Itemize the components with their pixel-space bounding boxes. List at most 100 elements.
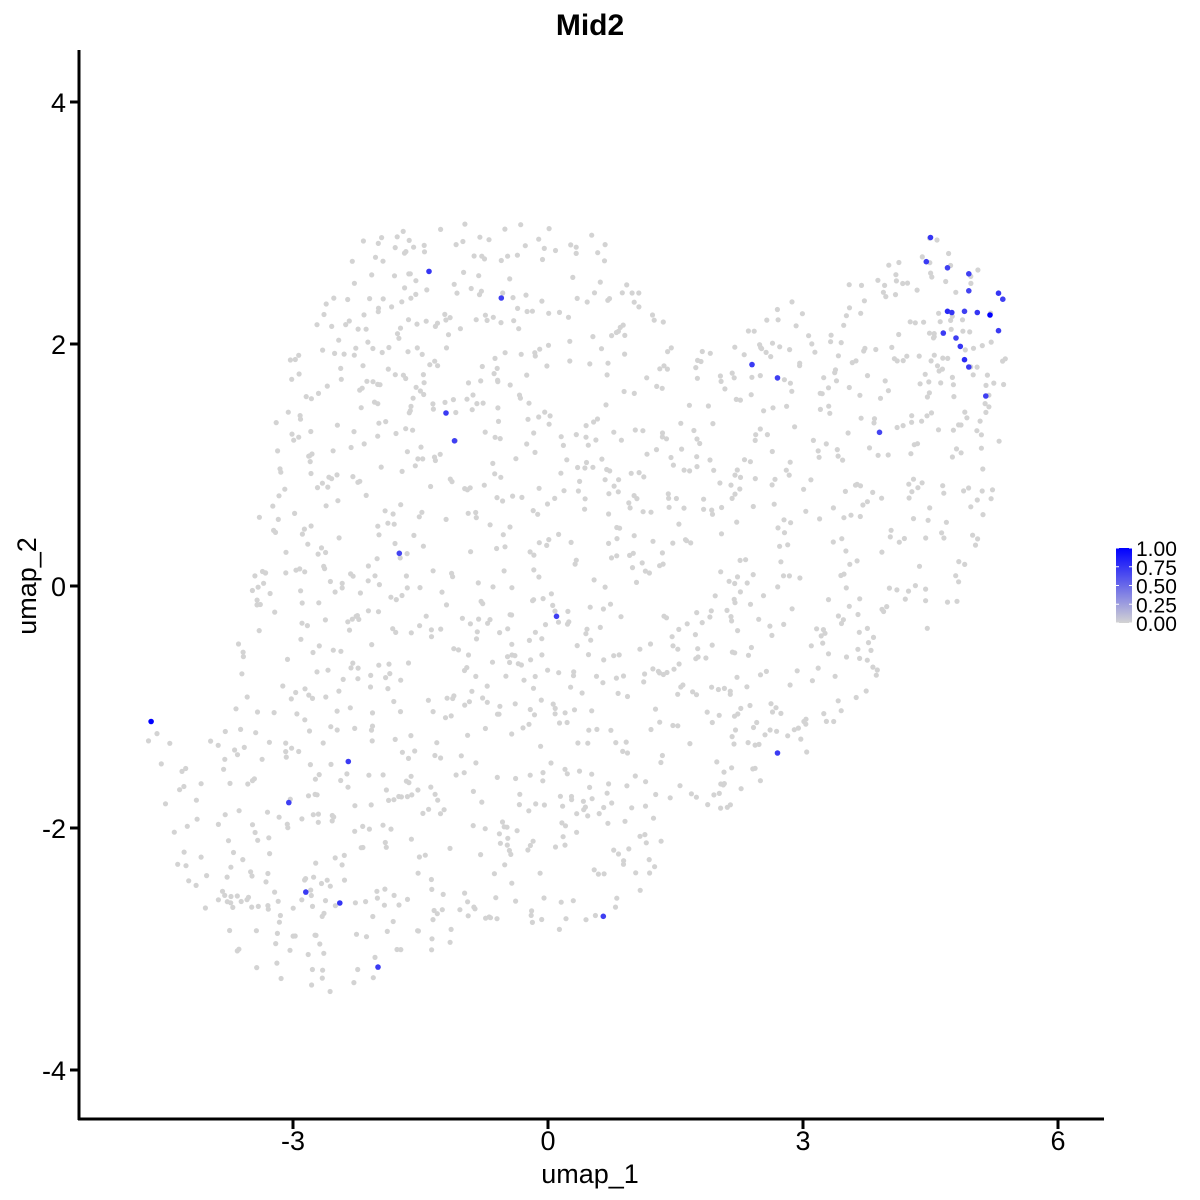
cell-point (542, 409, 548, 415)
cell-point (227, 927, 233, 934)
cell-point (556, 670, 562, 676)
cell-point (675, 723, 681, 729)
cell-point (599, 456, 605, 462)
cell-point (607, 601, 614, 607)
cell-point (575, 488, 582, 494)
cell-point (428, 634, 435, 640)
cell-point (817, 406, 824, 412)
cell-point (462, 890, 468, 896)
cell-point (541, 245, 547, 251)
cell-point (816, 454, 822, 460)
cell-point (528, 657, 534, 663)
cell-point (575, 740, 581, 746)
cell-point (171, 829, 177, 835)
cell-point (307, 762, 313, 768)
cell-point (649, 312, 656, 318)
cell-point (934, 237, 940, 243)
cell-point (451, 646, 457, 652)
cell-point (379, 349, 385, 356)
cell-point (364, 378, 370, 384)
cell-point (749, 374, 755, 380)
cell-point (404, 794, 410, 800)
cell-point (404, 551, 410, 557)
cell-point (958, 450, 964, 456)
cell-point (601, 657, 607, 663)
cell-point (382, 508, 388, 514)
cell-point (568, 684, 574, 690)
cell-point (924, 625, 930, 631)
cell-point (428, 876, 434, 883)
cell-point (325, 667, 331, 673)
cell-point (771, 501, 777, 507)
cell-point (431, 907, 437, 914)
cell-point (879, 606, 885, 612)
cell-point (511, 318, 517, 324)
cell-point (420, 456, 426, 462)
cell-point (505, 626, 511, 632)
cell-point (582, 804, 589, 810)
cell-point (474, 401, 480, 407)
cell-point (880, 289, 887, 295)
cell-point (757, 672, 764, 678)
cell-point (928, 358, 934, 364)
cell-point (428, 483, 434, 490)
cell-point (423, 318, 429, 324)
cell-point (283, 570, 289, 576)
cell-point (655, 668, 662, 674)
cell-point (615, 851, 622, 857)
cell-point (365, 339, 371, 345)
cell-point (531, 430, 537, 436)
cell-point (870, 634, 877, 641)
cell-point (540, 778, 546, 784)
cell-point (391, 698, 397, 705)
cell-point (376, 662, 382, 668)
cell-point (613, 740, 619, 746)
cell-point (906, 481, 912, 487)
cell-point (699, 620, 705, 626)
cell-point (539, 256, 546, 263)
cell-point (397, 325, 404, 331)
cell-point (434, 911, 440, 917)
cell-point (574, 811, 580, 817)
cell-point (345, 784, 351, 790)
cell-point (900, 423, 906, 429)
cell-point (612, 904, 619, 910)
cell-point (449, 479, 455, 485)
cell-point (745, 652, 752, 658)
cell-point (752, 742, 758, 748)
cell-point (893, 272, 899, 278)
cell-point (319, 975, 325, 981)
y-axis-title: umap_2 (12, 537, 42, 635)
cell-point (703, 655, 709, 661)
cell-point (536, 414, 542, 420)
cell-point (799, 311, 806, 317)
cell-point (414, 345, 420, 351)
cell-point (778, 710, 784, 717)
cell-point (734, 574, 741, 580)
cell-point (423, 613, 429, 619)
cell-point (309, 903, 316, 910)
cell-point (594, 726, 600, 733)
cell-point (406, 410, 412, 416)
cell-point (764, 432, 771, 438)
cell-point (734, 674, 740, 680)
cell-point (393, 597, 399, 603)
cell-point (653, 447, 660, 453)
cell-point (917, 381, 923, 387)
y-axis-ticks: -4 -2 0 2 4 (42, 88, 79, 1086)
cell-point (570, 898, 576, 904)
cell-point (457, 326, 463, 332)
cell-point (487, 617, 493, 623)
cell-point (609, 800, 615, 806)
cell-point (507, 276, 513, 282)
cell-point (297, 413, 303, 419)
cell-point (479, 253, 485, 259)
expressing-cell-point (944, 265, 951, 271)
cell-point (857, 483, 864, 489)
cell-point (360, 238, 366, 244)
cell-point (964, 415, 970, 421)
cell-point (275, 516, 281, 523)
cell-point (893, 278, 900, 284)
cell-point (462, 702, 468, 708)
cell-point (314, 669, 320, 675)
